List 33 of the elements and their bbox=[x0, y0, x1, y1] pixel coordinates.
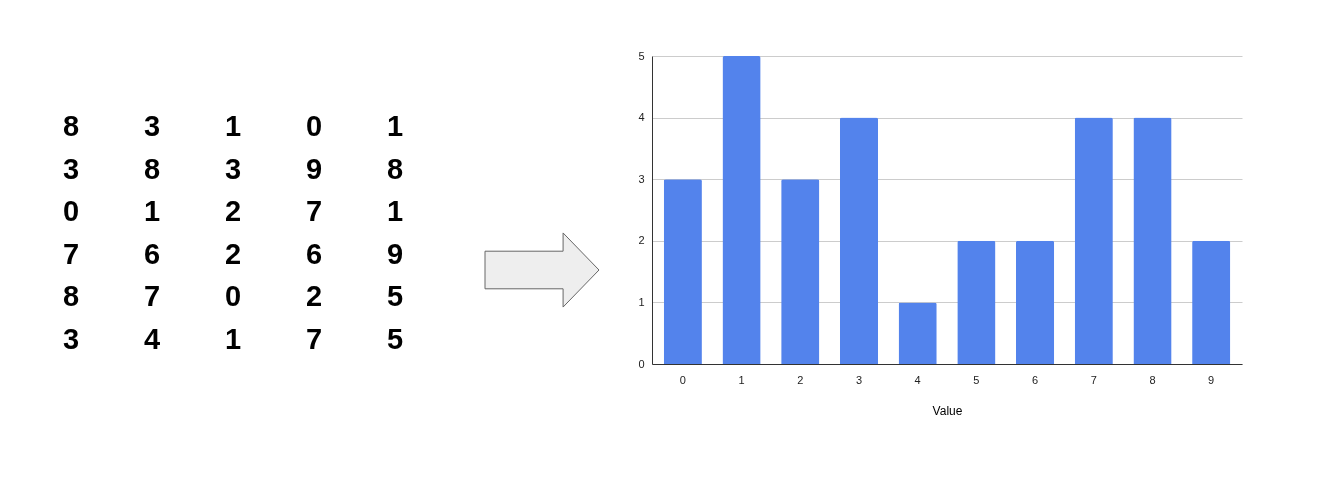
x-axis-title: Value bbox=[932, 403, 963, 418]
bar bbox=[1074, 117, 1113, 364]
x-tick-label: 8 bbox=[1149, 373, 1156, 386]
text: 7 6 2 6 9 bbox=[62, 237, 404, 270]
text: 8 3 1 0 1 bbox=[62, 110, 404, 142]
x-tick-label: 3 bbox=[855, 373, 862, 386]
x-tick-label: 7 bbox=[1090, 373, 1097, 386]
text: 3 4 1 7 5 bbox=[62, 323, 404, 355]
y-tick-label: 5 bbox=[638, 49, 645, 62]
bar bbox=[898, 302, 937, 364]
y-tick-label: 3 bbox=[638, 172, 645, 185]
bar bbox=[781, 179, 820, 364]
bar bbox=[1015, 240, 1055, 364]
y-tick-label: 2 bbox=[638, 234, 645, 247]
bar bbox=[1133, 117, 1172, 364]
x-tick-label: 4 bbox=[914, 373, 921, 386]
x-tick-label: 0 bbox=[679, 373, 686, 386]
x-tick-label: 5 bbox=[973, 373, 980, 386]
bar bbox=[839, 117, 879, 364]
bar bbox=[663, 179, 702, 364]
bar bbox=[957, 240, 996, 364]
y-tick-label: 4 bbox=[638, 111, 645, 124]
text: 8 7 0 2 5 bbox=[62, 280, 404, 313]
bar bbox=[1192, 240, 1231, 364]
x-tick-label: 1 bbox=[738, 373, 745, 386]
y-tick-label: 0 bbox=[638, 357, 645, 370]
text: 0 1 2 7 1 bbox=[62, 195, 404, 228]
x-tick-label: 2 bbox=[797, 373, 804, 386]
text: 3 8 3 9 8 bbox=[62, 152, 404, 185]
bar bbox=[722, 56, 761, 364]
x-tick-label: 6 bbox=[1032, 373, 1039, 386]
y-tick-label: 1 bbox=[638, 295, 645, 308]
x-tick-label: 9 bbox=[1208, 373, 1215, 386]
